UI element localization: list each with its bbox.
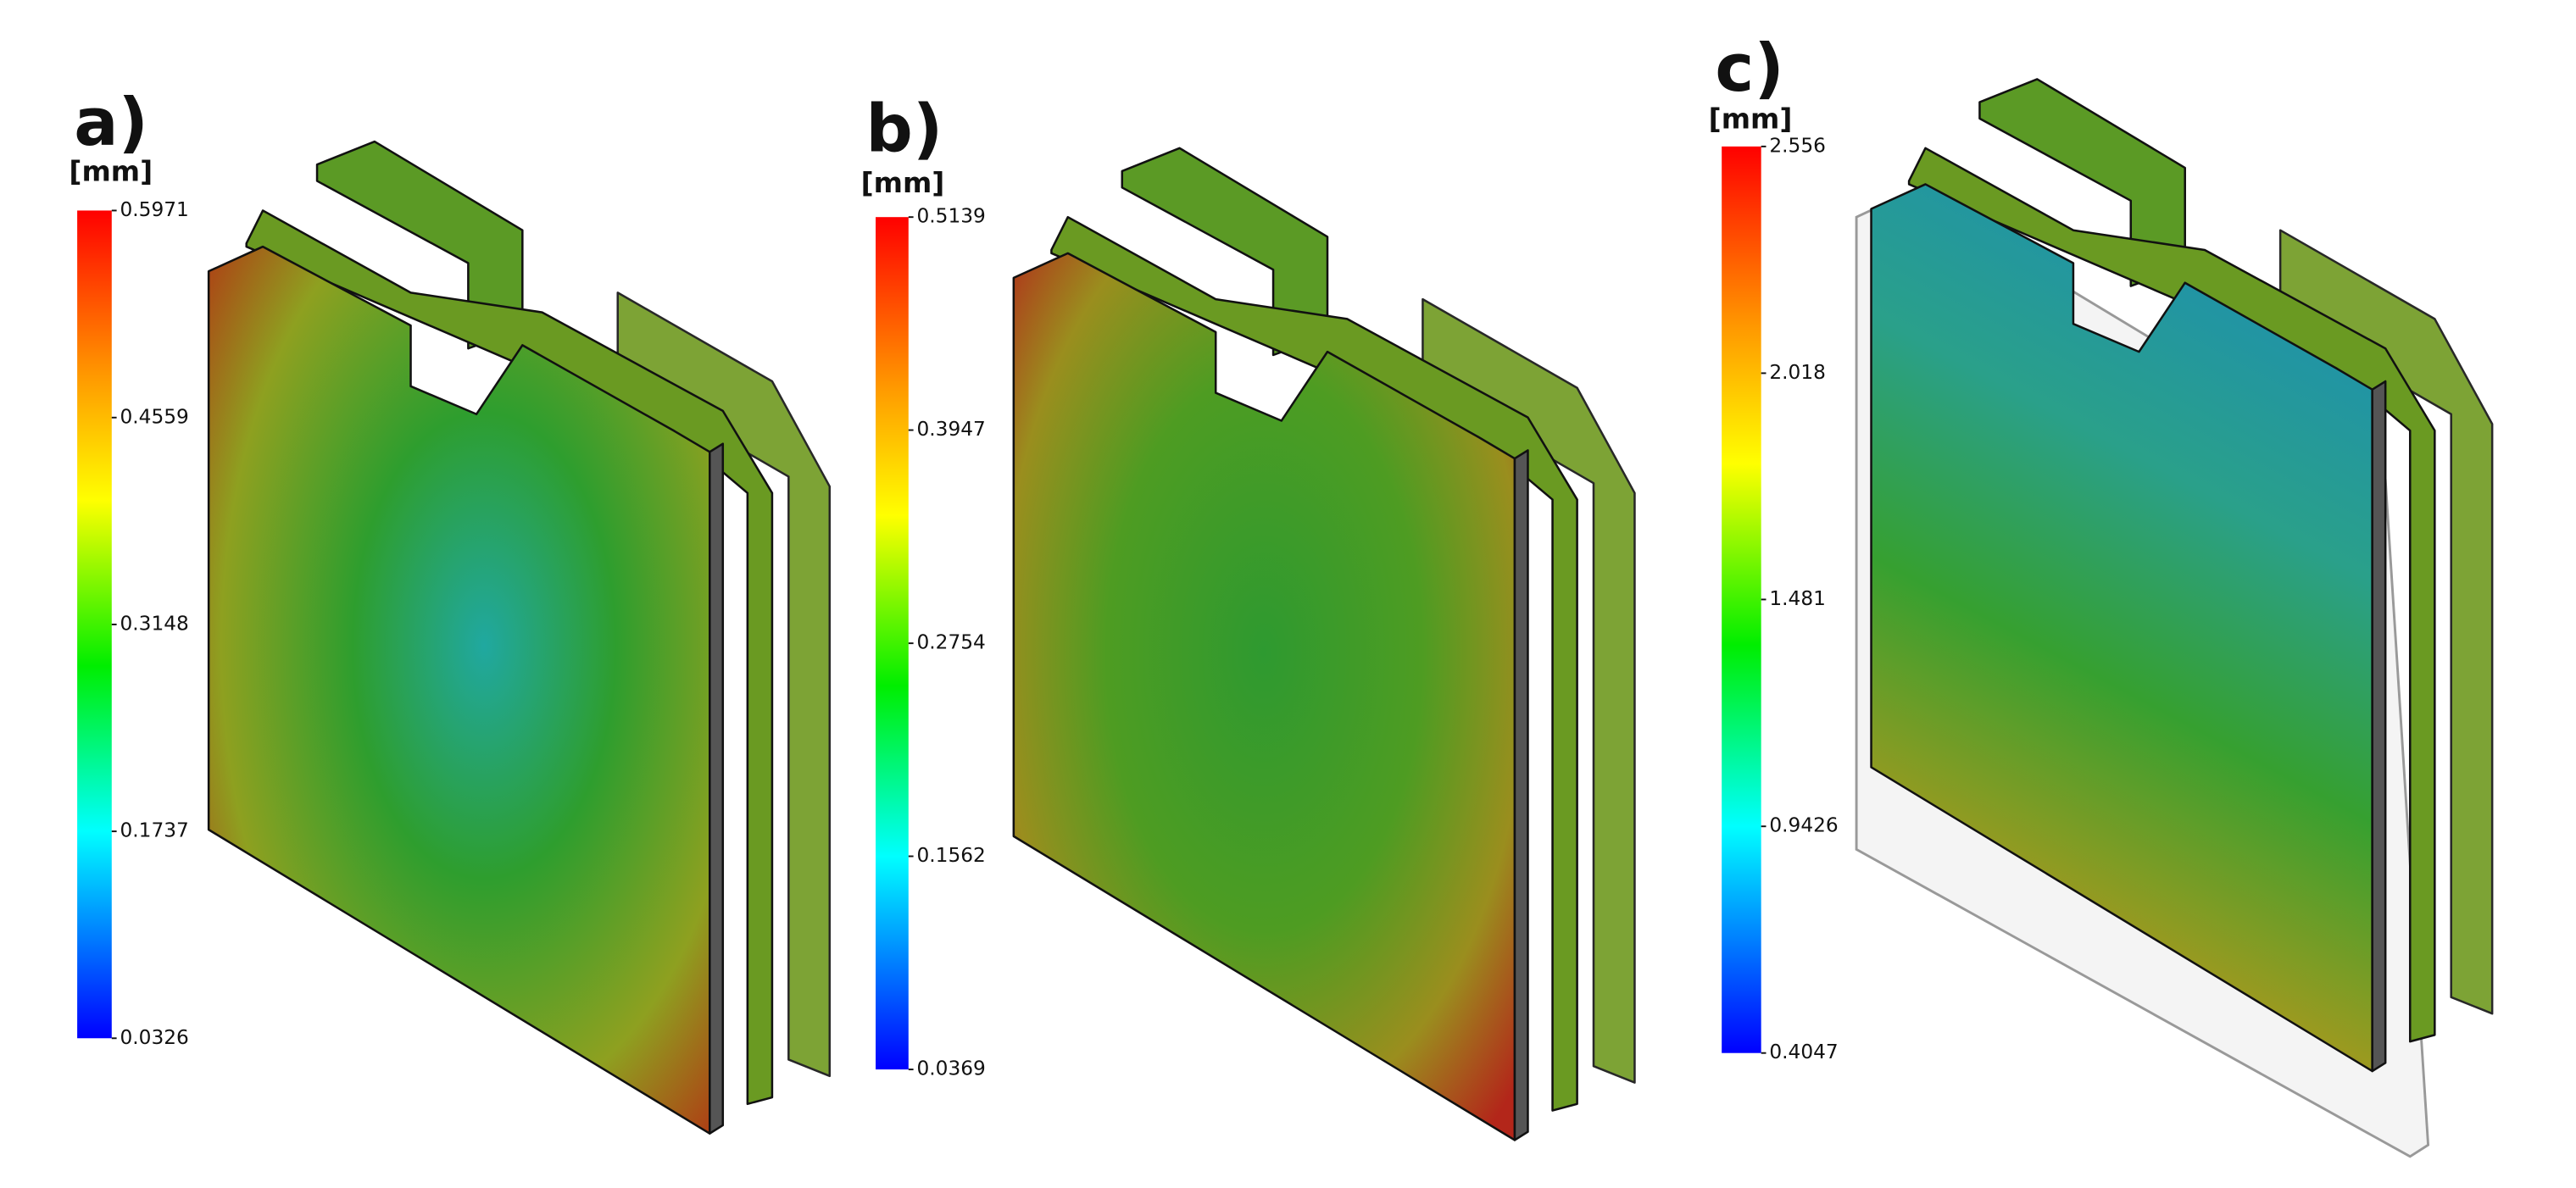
panel-label: b) <box>865 92 943 168</box>
tick-label: 0.4047 <box>1769 1041 1838 1063</box>
tick-label: 0.5971 <box>120 198 188 221</box>
panel-label: c) <box>1715 31 1783 107</box>
tick-label: 0.0369 <box>916 1058 985 1080</box>
tick-label: 0.1737 <box>120 819 188 842</box>
tick-label: 1.481 <box>1769 587 1826 610</box>
tick-label: 2.556 <box>1769 134 1826 157</box>
tick-label: 2.018 <box>1769 361 1826 384</box>
model-c <box>1855 78 2494 1158</box>
colorbar <box>876 217 909 1070</box>
tick-label: 0.4559 <box>120 405 188 428</box>
tick-label: 0.3148 <box>120 612 188 635</box>
tick-label: 0.1562 <box>916 844 985 867</box>
tick-label: 0.5139 <box>916 205 985 228</box>
unit-label: [mm] <box>861 166 945 199</box>
colorbar <box>77 210 112 1039</box>
unit-label: [mm] <box>1709 103 1793 136</box>
tick-label: 0.3947 <box>916 418 985 441</box>
tick-label: 0.2754 <box>916 631 985 654</box>
unit-label: [mm] <box>69 155 153 188</box>
colorbar <box>1722 146 1761 1053</box>
model-a <box>207 140 832 1135</box>
model-b <box>1012 147 1636 1141</box>
panel-label: a) <box>74 85 148 161</box>
tick-label: 0.9426 <box>1769 814 1838 837</box>
tick-label: 0.0326 <box>120 1026 188 1049</box>
